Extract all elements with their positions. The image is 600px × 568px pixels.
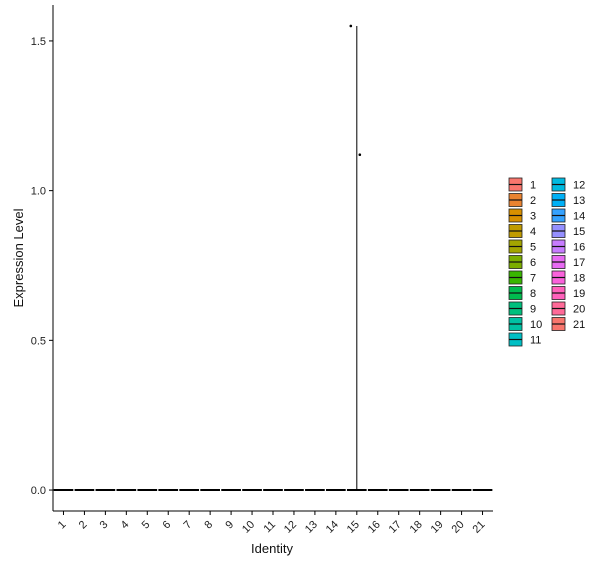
legend-item-17: 17: [551, 255, 585, 269]
x-tick-label: 12: [282, 519, 299, 536]
legend-label: 20: [573, 304, 585, 316]
x-tick-label: 4: [119, 519, 132, 532]
legend-label: 6: [530, 257, 536, 269]
legend-item-7: 7: [508, 270, 536, 285]
x-tick-label: 3: [98, 519, 111, 532]
y-tick-label: 1.0: [31, 186, 46, 198]
legend-label: 18: [573, 273, 585, 285]
legend-item-20: 20: [551, 301, 585, 316]
x-tick-label: 1: [56, 519, 69, 532]
x-tick-label: 15: [345, 519, 362, 536]
x-tick-label: 2: [77, 519, 90, 532]
legend-label: 5: [530, 242, 536, 254]
legend-label: 9: [530, 304, 536, 316]
legend-item-12: 12: [551, 177, 585, 192]
y-tick-label: 0.0: [31, 485, 46, 497]
x-tick-label: 20: [450, 519, 467, 536]
legend-label: 19: [573, 288, 585, 300]
legend-item-11: 11: [508, 332, 541, 347]
legend-item-16: 16: [551, 239, 585, 254]
legend-item-13: 13: [551, 193, 585, 207]
x-tick-label: 5: [140, 519, 153, 532]
x-tick-label: 6: [161, 519, 174, 532]
x-tick-label: 9: [223, 519, 236, 532]
x-tick-label: 14: [324, 519, 341, 536]
x-tick-label: 13: [303, 519, 320, 536]
x-axis-ticks: 1 2 3 4 5 6 7 8 9 10 11 12 13 14 15 16 17 18 19 20 21: [56, 511, 488, 536]
x-tick-label: 21: [470, 519, 487, 536]
y-axis-title: Expression Level: [11, 208, 26, 307]
legend-label: 1: [530, 180, 536, 192]
y-axis-ticks: 0.0 0.5 1.0 1.5: [31, 36, 53, 497]
x-tick-label: 10: [240, 519, 257, 536]
legend-item-14: 14: [551, 208, 585, 223]
y-tick-label: 0.5: [31, 335, 46, 347]
legend-label: 16: [573, 242, 585, 254]
x-tick-label: 7: [181, 519, 194, 532]
legend-label: 7: [530, 273, 536, 285]
legend-item-9: 9: [508, 301, 536, 316]
data-point: [358, 153, 362, 157]
legend-item-3: 3: [508, 208, 536, 223]
legend-item-1: 1: [508, 177, 536, 192]
x-tick-label: 18: [408, 519, 425, 536]
data-point: [349, 24, 353, 28]
x-axis-title: Identity: [251, 541, 293, 556]
legend-item-19: 19: [551, 286, 585, 300]
legend-label: 14: [573, 211, 585, 223]
legend-label: 17: [573, 257, 585, 269]
legend-label: 2: [530, 195, 536, 207]
legend-label: 10: [530, 319, 542, 331]
legend-item-18: 18: [551, 270, 585, 285]
legend-label: 15: [573, 226, 585, 238]
legend-item-10: 10: [508, 317, 542, 331]
legend-label: 8: [530, 288, 536, 300]
legend-item-6: 6: [508, 255, 536, 269]
x-tick-label: 19: [429, 519, 446, 536]
x-tick-label: 8: [202, 519, 215, 532]
plot-area: [53, 24, 493, 492]
legend-item-4: 4: [508, 224, 536, 238]
x-tick-label: 11: [262, 519, 279, 536]
legend-label: 21: [573, 319, 585, 331]
y-tick-label: 1.5: [31, 36, 46, 48]
legend-item-2: 2: [508, 193, 536, 207]
legend-item-5: 5: [508, 239, 536, 254]
legend-label: 4: [530, 226, 536, 238]
legend-label: 12: [573, 180, 585, 192]
legend-item-8: 8: [508, 286, 536, 300]
legend-label: 11: [530, 335, 541, 347]
x-tick-label: 16: [366, 519, 383, 536]
legend-item-15: 15: [551, 224, 585, 238]
legend-label: 13: [573, 195, 585, 207]
x-tick-label: 17: [387, 519, 404, 536]
legend-item-21: 21: [551, 317, 585, 331]
legend-label: 3: [530, 211, 536, 223]
